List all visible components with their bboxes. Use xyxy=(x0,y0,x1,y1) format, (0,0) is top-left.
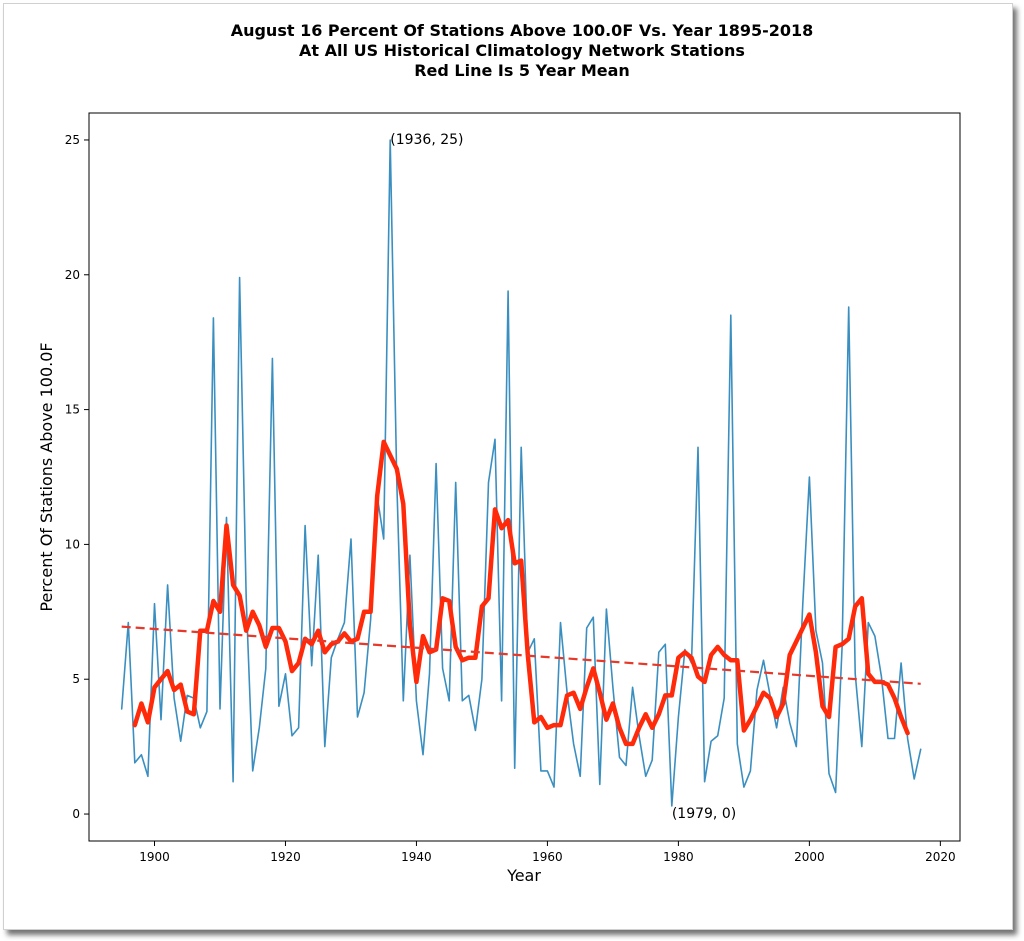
x-axis-label: Year xyxy=(506,866,541,885)
x-tick-label: 2020 xyxy=(925,850,956,864)
plot-area xyxy=(88,112,961,842)
y-tick-label: 25 xyxy=(65,133,80,147)
annotation-label: (1936, 25) xyxy=(390,132,463,148)
x-tick-label: 2000 xyxy=(794,850,825,864)
series-line-trend xyxy=(121,625,921,685)
series-line-yearly-percent xyxy=(120,139,922,807)
title-line-3: Red Line Is 5 Year Mean xyxy=(414,61,630,80)
title-line-1: August 16 Percent Of Stations Above 100.… xyxy=(231,21,814,40)
series-line-five-year-mean xyxy=(132,439,910,747)
x-tick-label: 1900 xyxy=(139,850,170,864)
annotation-label: (1979, 0) xyxy=(672,806,736,822)
y-tick-label: 20 xyxy=(65,268,80,282)
y-axis: 0 5 10 15 20 25 xyxy=(65,133,89,821)
chart-title: August 16 Percent Of Stations Above 100.… xyxy=(231,21,814,80)
y-tick-label: 15 xyxy=(65,403,80,417)
y-tick-label: 0 xyxy=(72,807,80,821)
y-tick-label: 5 xyxy=(72,672,80,686)
y-axis-label: Percent Of Stations Above 100.0F xyxy=(37,342,56,611)
x-tick-label: 1980 xyxy=(663,850,694,864)
x-tick-label: 1920 xyxy=(270,850,301,864)
x-tick-label: 1960 xyxy=(532,850,563,864)
y-tick-label: 10 xyxy=(65,537,80,551)
annotations: (1936, 25) (1979, 0) xyxy=(390,132,736,822)
title-line-2: At All US Historical Climatology Network… xyxy=(299,41,745,60)
x-tick-label: 1940 xyxy=(401,850,432,864)
series-layer xyxy=(120,139,922,807)
x-axis: 1900 1920 1940 1960 1980 2000 2020 xyxy=(139,841,956,864)
